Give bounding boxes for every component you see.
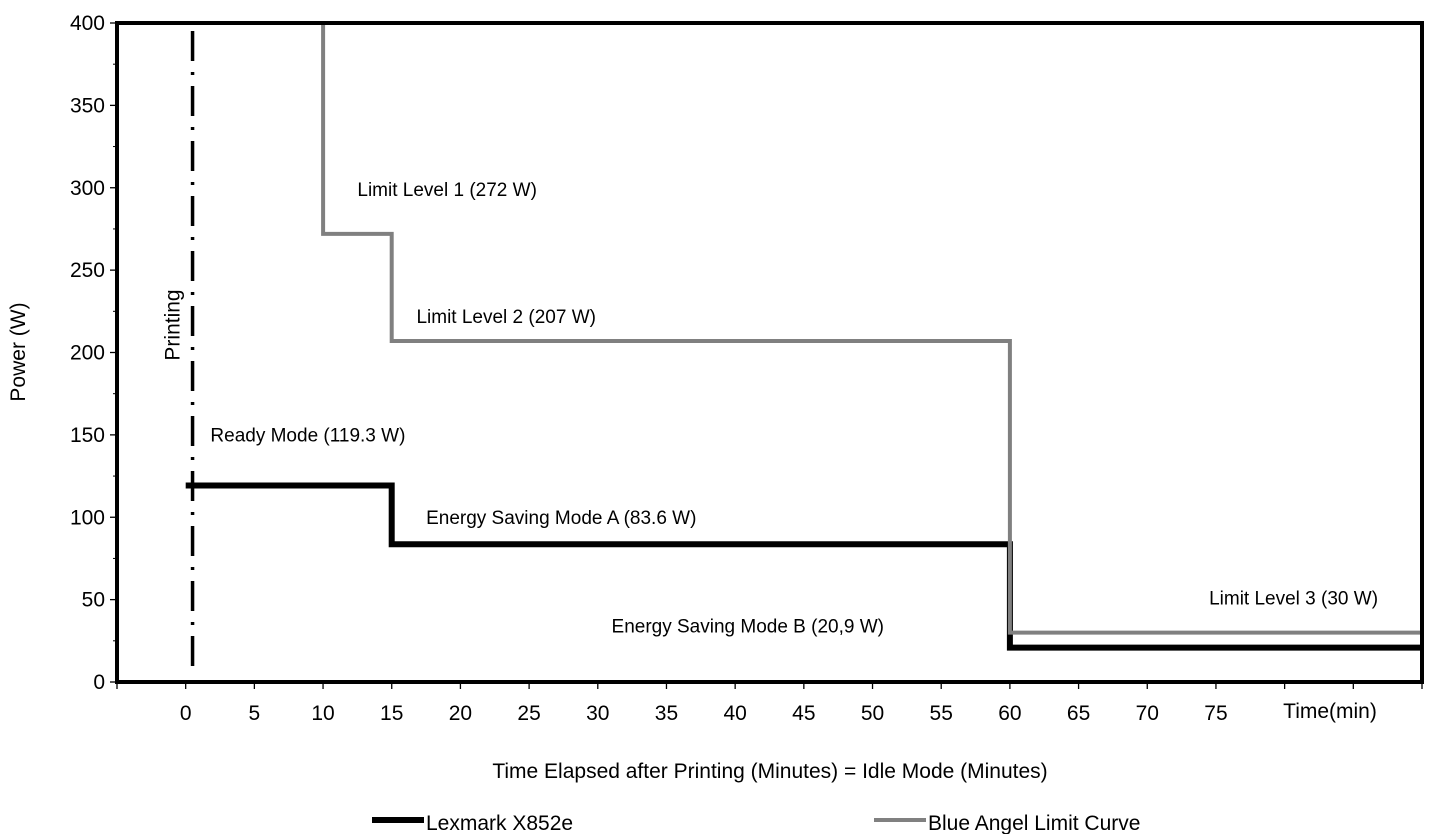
annotation-limit2: Limit Level 2 (207 W) (416, 307, 596, 328)
annotation-esa: Energy Saving Mode A (83.6 W) (426, 508, 696, 529)
annotation-limit1: Limit Level 1 (272 W) (357, 180, 537, 201)
x-tick-label-5: 5 (249, 702, 261, 725)
x-tick-label-70: 70 (1136, 702, 1159, 725)
series-line-blue-angel (321, 23, 1422, 635)
x-tick-label-75: 75 (1204, 702, 1227, 725)
y-tick-label-0: 0 (93, 671, 105, 694)
x-tick-label-60: 60 (998, 702, 1021, 725)
x-tick-label-35: 35 (655, 702, 678, 725)
annotations: Printing Limit Level 1 (272 W) Limit Level… (162, 31, 1378, 668)
x-tick-label-20: 20 (449, 702, 472, 725)
x-tick-label-15: 15 (380, 702, 403, 725)
annotation-limit3: Limit Level 3 (30 W) (1209, 589, 1378, 610)
legend: Lexmark X852e Blue Angel Limit Curve (372, 812, 1140, 834)
legend-label-lexmark: Lexmark X852e (426, 812, 573, 834)
series-lines (185, 23, 1422, 651)
axes: 0 50 100 150 200 250 300 350 400 0 5 10 15 20 25 30 35 40… (70, 12, 1423, 725)
x-tick-label-40: 40 (723, 702, 746, 725)
x-tick-label-0: 0 (180, 702, 192, 725)
x-tick-label-45: 45 (792, 702, 815, 725)
y-tick-label-100: 100 (70, 506, 105, 529)
y-tick-label-50: 50 (82, 589, 105, 612)
y-axis-title: Power (W) (7, 302, 30, 401)
x-tick-label-55: 55 (930, 702, 953, 725)
y-tick-label-300: 300 (70, 177, 105, 200)
plot-frame (115, 21, 1424, 684)
y-tick-label-400: 400 (70, 12, 105, 35)
y-tick-label-150: 150 (70, 424, 105, 447)
legend-label-blue-angel: Blue Angel Limit Curve (928, 812, 1140, 834)
x-tick-label-25: 25 (517, 702, 540, 725)
x-tick-label-10: 10 (311, 702, 334, 725)
x-tick-label-50: 50 (861, 702, 884, 725)
y-tick-label-350: 350 (70, 94, 105, 117)
y-tick-label-250: 250 (70, 259, 105, 282)
printing-label: Printing (162, 289, 185, 360)
series-line-lexmark (185, 482, 1422, 651)
x-tick-label-65: 65 (1067, 702, 1090, 725)
y-tick-label-200: 200 (70, 342, 105, 365)
annotation-esb: Energy Saving Mode B (20,9 W) (612, 617, 884, 638)
x-axis-title: Time Elapsed after Printing (Minutes) = … (492, 760, 1047, 783)
x-axis-end-label: Time(min) (1283, 700, 1377, 723)
annotation-ready: Ready Mode (119.3 W) (210, 425, 405, 446)
x-tick-label-30: 30 (586, 702, 609, 725)
